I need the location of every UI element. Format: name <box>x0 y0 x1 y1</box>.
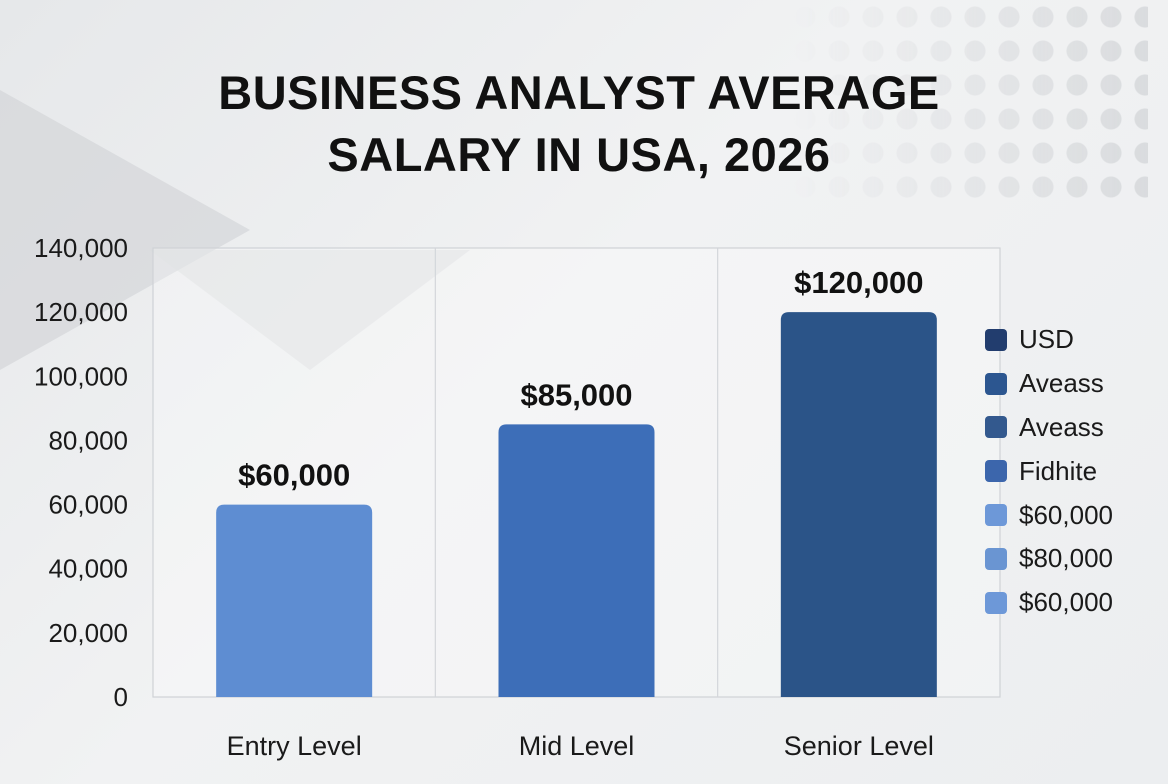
chart-title-line-2: SALARY IN USA, 2026 <box>327 128 831 181</box>
legend-item: USD <box>985 318 1113 362</box>
y-tick-label: 100,000 <box>34 361 128 391</box>
legend-label: USD <box>1019 324 1074 355</box>
legend-swatch <box>985 328 1007 351</box>
legend-item: $60,000 <box>985 493 1113 537</box>
legend-swatch <box>985 416 1007 439</box>
y-tick-label: 40,000 <box>48 554 128 584</box>
legend-label: Aveass <box>1019 411 1104 442</box>
legend-label: $60,000 <box>1019 587 1113 618</box>
chart-legend: USD Aveass Aveass Fidhite $60,000 $80,000 $60,… <box>985 318 1113 625</box>
chart-title: BUSINESS ANALYST AVERAGE SALARY IN USA, … <box>0 62 1168 186</box>
legend-label: $60,000 <box>1019 499 1113 530</box>
legend-swatch <box>985 460 1007 483</box>
legend-label: Aveass <box>1019 368 1104 399</box>
legend-swatch <box>985 372 1007 395</box>
y-tick-label: 20,000 <box>48 618 128 648</box>
bar-value-label: $60,000 <box>238 458 350 493</box>
legend-item: Fidhite <box>985 449 1113 493</box>
legend-label: $80,000 <box>1019 543 1113 574</box>
y-tick-label: 0 <box>114 682 128 712</box>
bar-entry-level <box>216 504 373 697</box>
legend-swatch <box>985 547 1007 570</box>
legend-swatch <box>985 504 1007 527</box>
background-triangle-center <box>150 250 470 370</box>
bar-value-label: $120,000 <box>794 265 923 300</box>
legend-item: Aveass <box>985 362 1113 406</box>
legend-swatch <box>985 591 1007 614</box>
legend-item: $60,000 <box>985 581 1113 625</box>
y-tick-label: 80,000 <box>48 425 128 455</box>
x-category-label: Senior Level <box>784 731 934 761</box>
x-category-label: Mid Level <box>519 731 635 761</box>
legend-label: Fidhite <box>1019 455 1098 486</box>
y-tick-label: 140,000 <box>34 233 128 263</box>
bar-value-label: $85,000 <box>520 377 632 412</box>
y-tick-label: 60,000 <box>48 490 128 520</box>
legend-item: $80,000 <box>985 537 1113 581</box>
y-tick-label: 120,000 <box>34 297 128 327</box>
legend-item: Aveass <box>985 406 1113 450</box>
bar-mid-level <box>498 424 655 697</box>
chart-title-line-1: BUSINESS ANALYST AVERAGE <box>218 66 940 119</box>
x-category-label: Entry Level <box>227 731 362 761</box>
bar-senior-level <box>780 312 937 697</box>
background-dot-pattern <box>788 0 1148 210</box>
